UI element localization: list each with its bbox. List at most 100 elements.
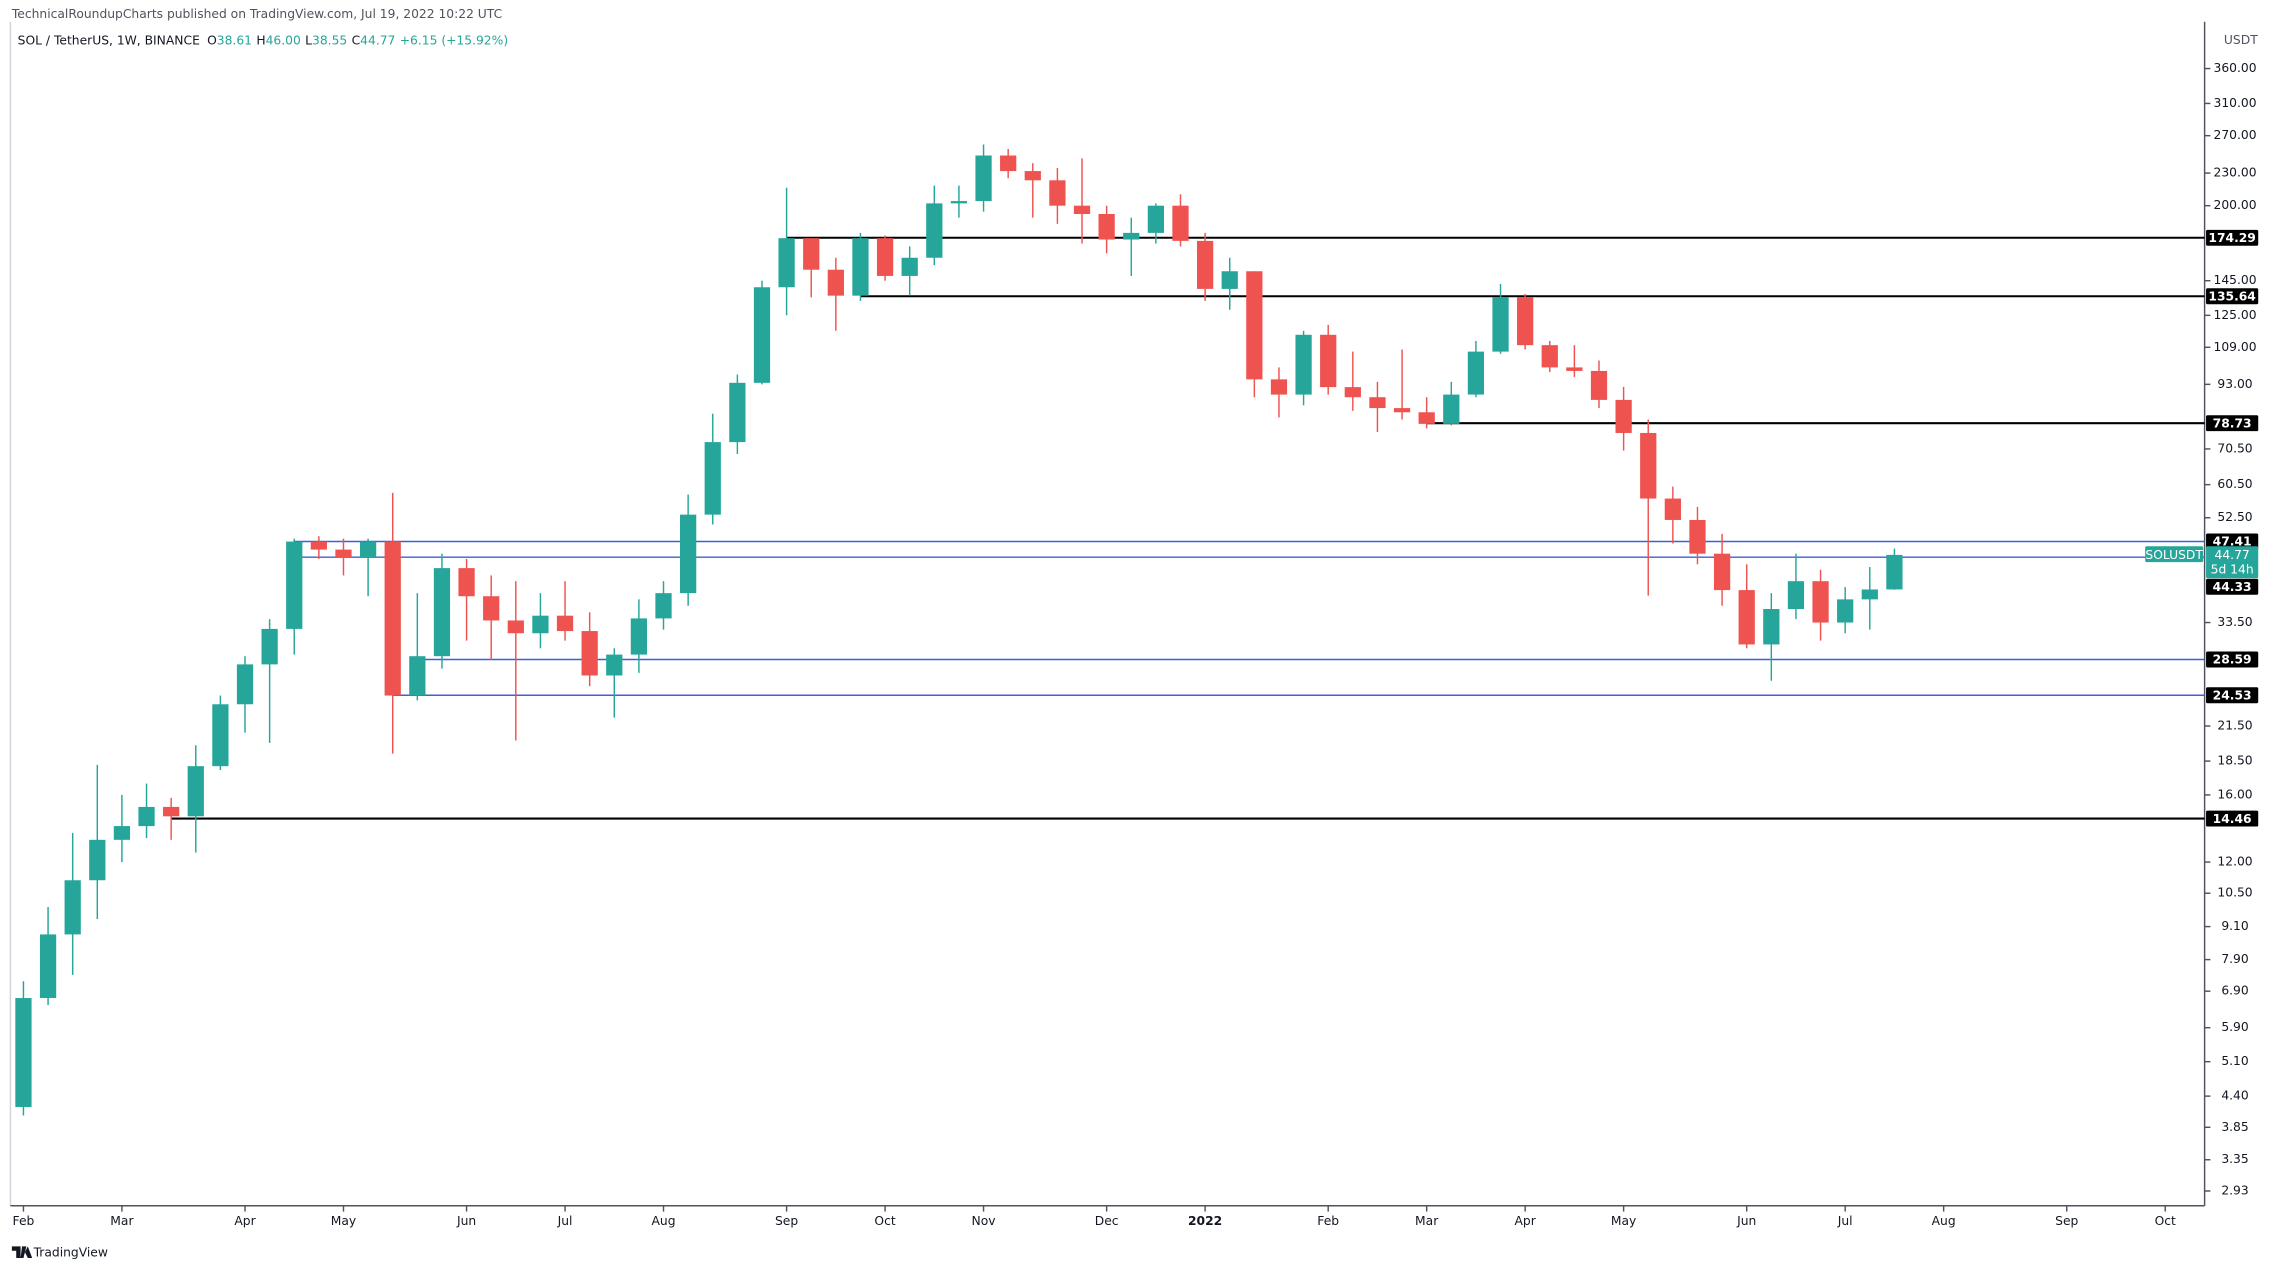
candle [1246, 271, 1263, 398]
ohlc-label: L [305, 33, 312, 47]
candle-body [1073, 205, 1091, 214]
candle [236, 656, 254, 733]
y-tick-label: 9.10 [2221, 919, 2248, 933]
candle [975, 144, 992, 212]
last-price-box [2206, 546, 2259, 579]
candle [680, 494, 697, 606]
candle-body [1467, 351, 1485, 395]
candle-body [39, 934, 57, 999]
candle-body [876, 238, 894, 276]
x-tick-label: Mar [110, 1214, 134, 1228]
candle-body [261, 628, 278, 665]
candle-body [704, 442, 721, 515]
candle-body [89, 839, 106, 881]
candle [113, 794, 131, 863]
y-tick-label: 4.40 [2221, 1089, 2248, 1103]
y-tick-label: 16.00 [2217, 787, 2252, 801]
x-tick-label: Apr [234, 1214, 256, 1228]
candle-body [15, 998, 32, 1107]
candle-body [1369, 397, 1386, 409]
candle [876, 235, 894, 281]
candle-body [778, 238, 795, 288]
candle-body [1541, 345, 1558, 368]
candle [409, 593, 426, 701]
level-price-box [2206, 578, 2259, 595]
candle [483, 575, 500, 661]
candle [704, 413, 721, 525]
ohlc-value: 46.00 [266, 33, 301, 47]
candle-body [1590, 370, 1608, 400]
candle [212, 695, 229, 771]
y-tick-label: 109.00 [2214, 340, 2257, 354]
candle [803, 238, 820, 298]
candle-body [1098, 213, 1115, 240]
candle [655, 581, 672, 630]
candle-body [458, 568, 475, 597]
y-tick-label: 52.50 [2217, 510, 2252, 524]
candle-body [163, 806, 180, 817]
candle-body [630, 618, 648, 655]
candle [433, 553, 451, 669]
candle-body [507, 620, 524, 634]
candle [335, 538, 352, 576]
x-tick-label: Nov [972, 1214, 996, 1228]
countdown-label: 5d 14h [2211, 563, 2254, 577]
ohlc-value: 44.77 [360, 33, 395, 47]
ohlc-label: C [352, 33, 361, 47]
level-price-label: 174.29 [2208, 231, 2255, 245]
brand-logo[interactable]: TradingView [11, 1245, 108, 1259]
y-tick-label: 310.00 [2214, 96, 2257, 110]
level-price-box [2206, 229, 2259, 246]
candle-body [1787, 581, 1805, 610]
candle-body [335, 549, 352, 558]
candle-body [1295, 334, 1312, 395]
candle-body [64, 880, 81, 935]
level-price-box [2206, 533, 2259, 550]
candle [138, 783, 155, 839]
candle [1467, 340, 1485, 398]
candle [1492, 283, 1509, 354]
candle-body [483, 596, 500, 621]
y-tick-label: 10.50 [2217, 886, 2252, 900]
candle-body [1837, 599, 1854, 623]
candle-body [286, 541, 303, 629]
y-tick-label: 360.00 [2214, 61, 2257, 75]
candle-body [1763, 609, 1780, 645]
x-tick-label: Dec [1095, 1214, 1119, 1228]
candle [1837, 587, 1854, 634]
ohlc-value: 38.55 [312, 33, 347, 47]
candle [1418, 397, 1435, 429]
candle [1713, 533, 1731, 606]
candle-body [1123, 232, 1140, 240]
candle [1763, 593, 1780, 681]
y-tick-label: 3.35 [2221, 1152, 2248, 1166]
y-tick-label: 18.50 [2217, 754, 2252, 768]
candle-body [1221, 271, 1238, 289]
candle [1123, 217, 1140, 276]
candle-body [1443, 394, 1460, 424]
y-tick-label: 21.50 [2217, 719, 2252, 733]
candle-body [359, 541, 377, 558]
symbol-title: SOL / TetherUS, 1W, BINANCE [18, 33, 200, 47]
y-tick-label: 230.00 [2214, 166, 2257, 180]
level-price-label: 44.33 [2213, 580, 2252, 594]
candle-body [1517, 297, 1534, 346]
y-tick-label: 3.85 [2221, 1120, 2248, 1134]
candle [778, 187, 795, 316]
candle-body [113, 826, 131, 840]
candle-body [1861, 589, 1878, 600]
x-tick-label: Oct [874, 1214, 895, 1228]
symbol-tag-box [2145, 546, 2204, 563]
level-price-box [2206, 651, 2259, 668]
level-price-label: 47.41 [2213, 535, 2252, 549]
x-tick-label: Apr [1515, 1214, 1537, 1228]
level-price-label: 135.64 [2208, 290, 2255, 304]
candle-body [532, 615, 549, 634]
candle [1393, 349, 1411, 420]
candle [1172, 194, 1189, 247]
candle-body [1566, 367, 1583, 371]
candle [1369, 381, 1386, 433]
candle [1049, 168, 1066, 224]
candle-body [901, 257, 918, 276]
